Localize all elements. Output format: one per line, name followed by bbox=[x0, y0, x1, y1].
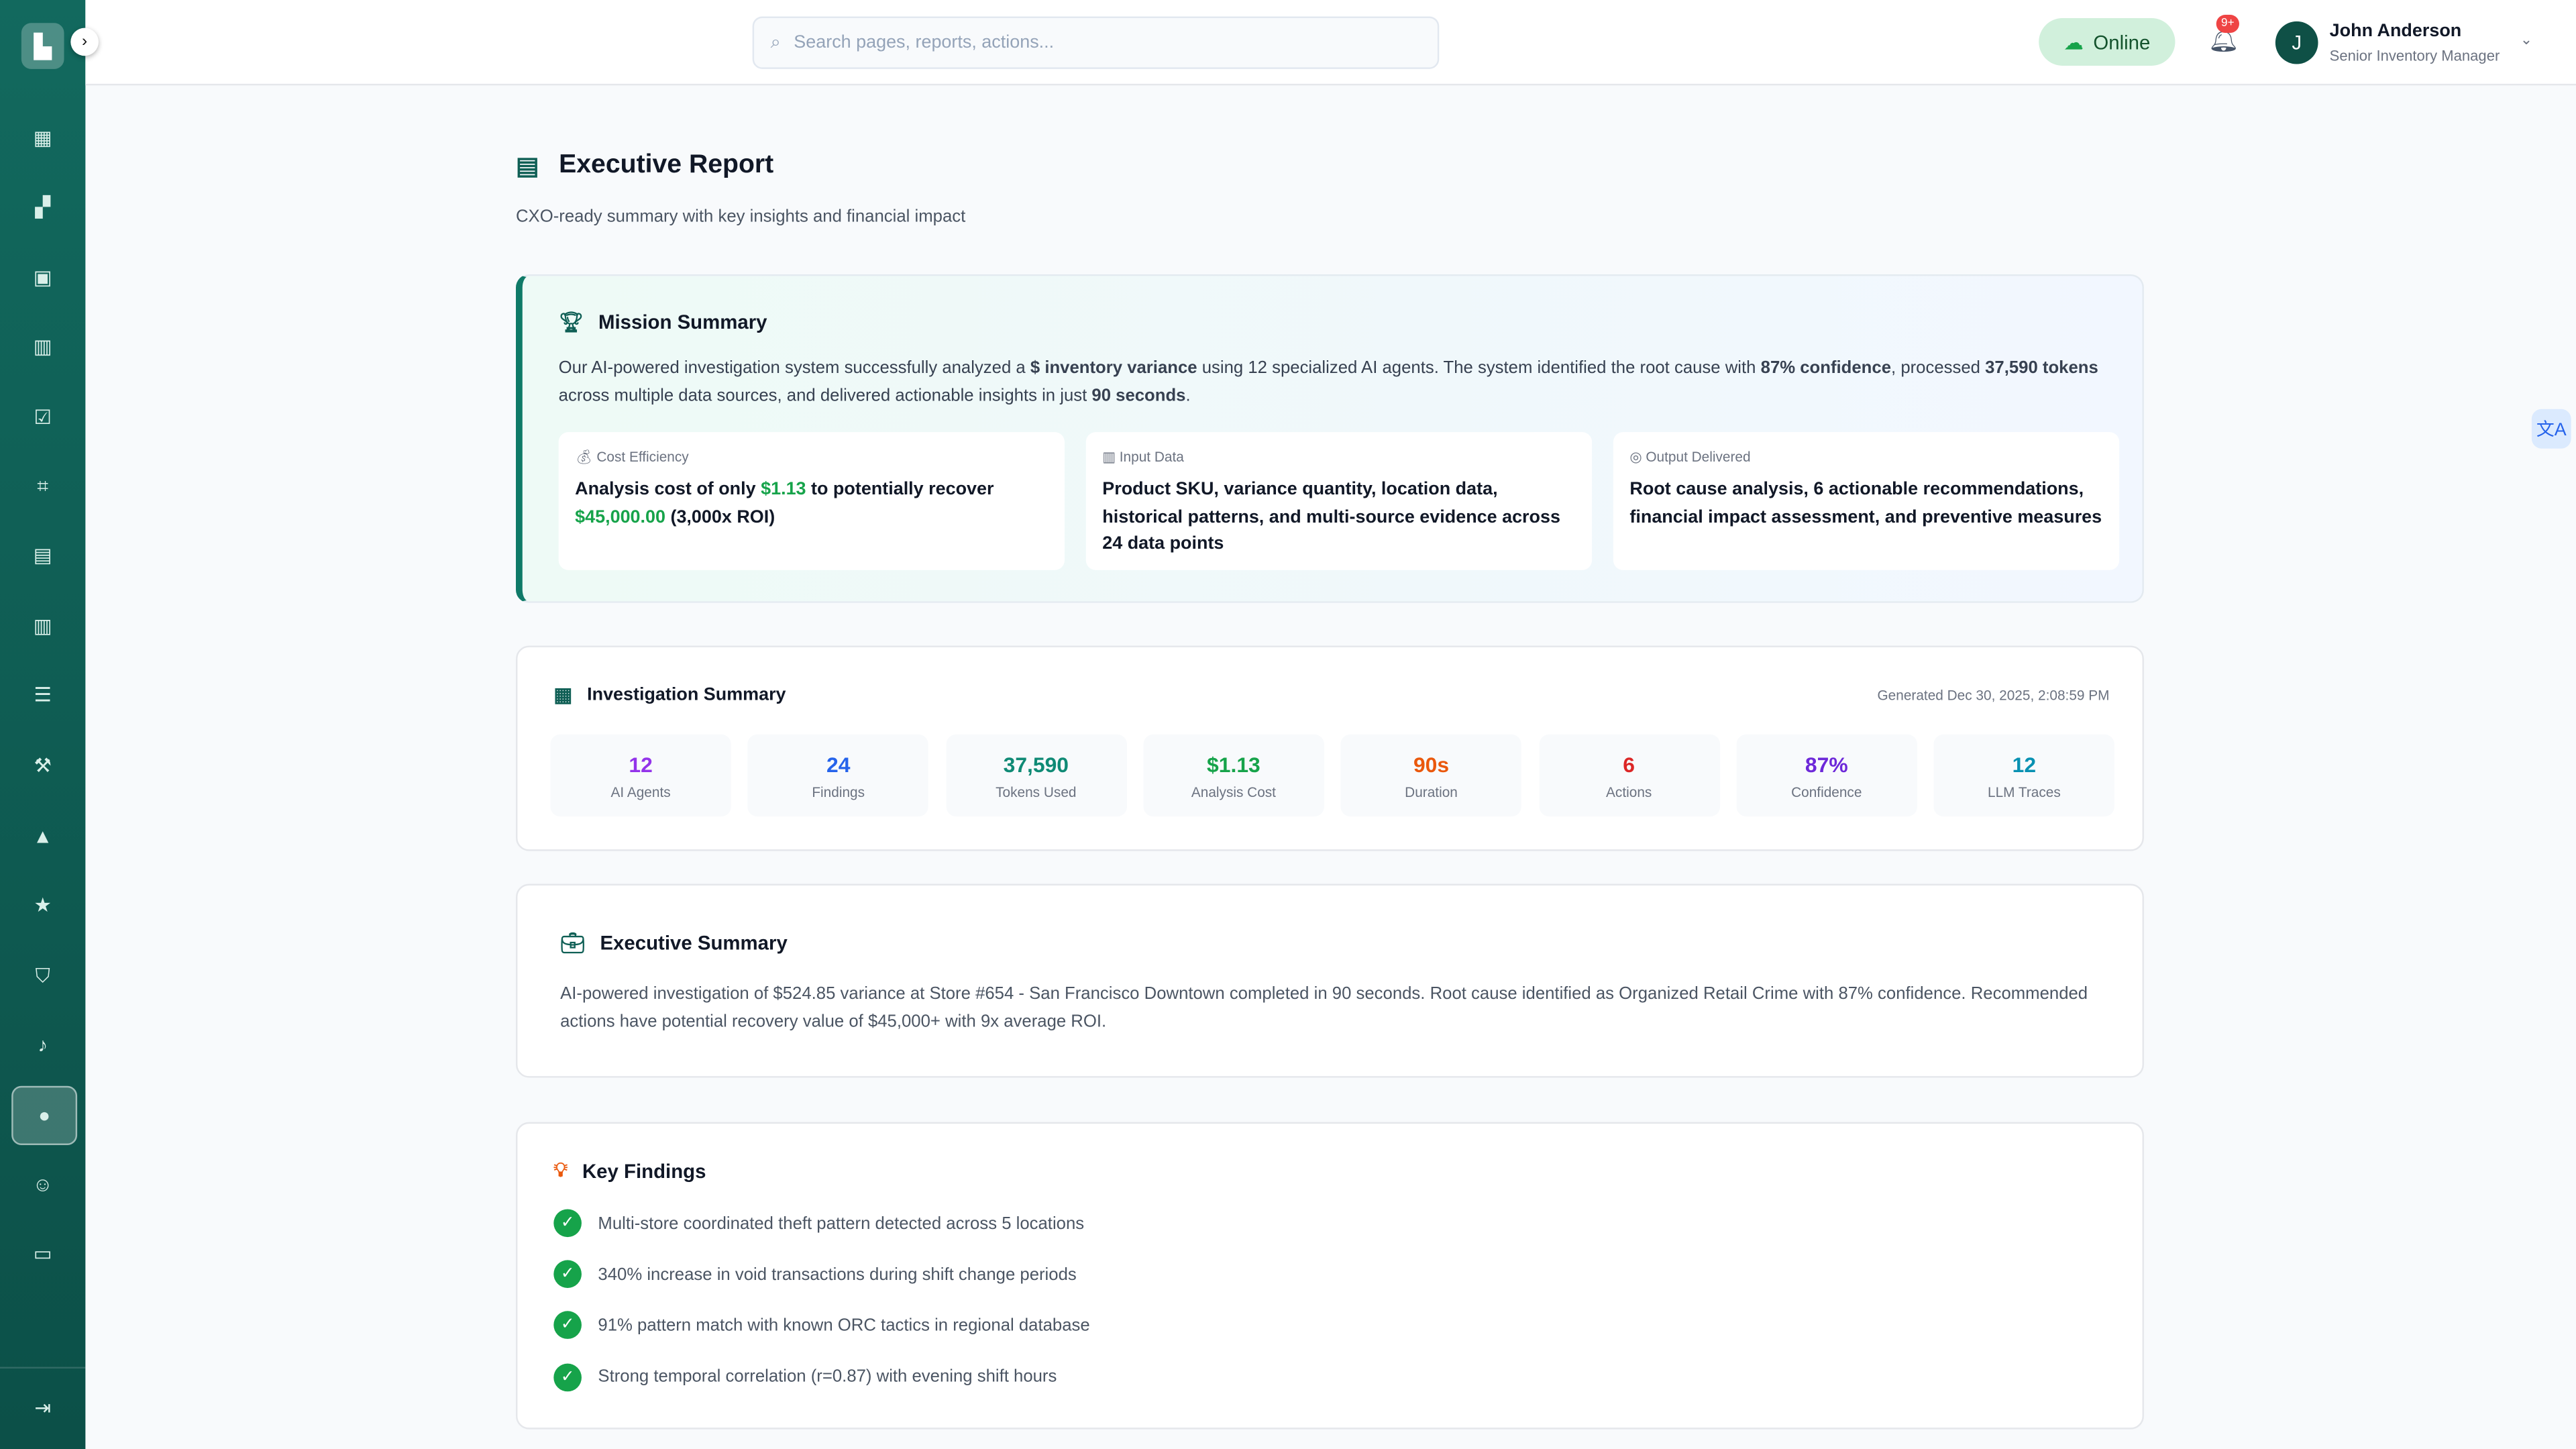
money-bag-icon: 💰︎ bbox=[575, 448, 597, 466]
sidebar-item-chart[interactable]: ▥ bbox=[33, 614, 52, 638]
sidebar-item-warning[interactable]: ▲ bbox=[33, 824, 53, 848]
sidebar-item-shield[interactable]: ⛉ bbox=[35, 963, 50, 987]
search-input[interactable]: ⌕ Search pages, reports, actions... bbox=[752, 16, 1440, 69]
stat-label: Duration bbox=[1405, 784, 1458, 800]
mission-summary-card: 🏆︎ Mission Summary Our AI-powered investi… bbox=[515, 274, 2144, 603]
investigation-summary-heading: ▦ Investigation Summary bbox=[553, 683, 786, 707]
user-role: Senior Inventory Manager bbox=[2329, 48, 2500, 64]
stat-label: Findings bbox=[812, 784, 865, 800]
generated-timestamp: Generated Dec 30, 2025, 2:08:59 PM bbox=[1877, 686, 2110, 704]
sidebar-item-building[interactable]: ▥ bbox=[33, 335, 52, 358]
stat-value: 12 bbox=[2012, 752, 2037, 777]
chart-icon: ▥ bbox=[1102, 448, 1120, 466]
stat-value: 24 bbox=[826, 752, 851, 777]
stat-label: Analysis Cost bbox=[1191, 784, 1276, 800]
investigation-summary-card: ▦ Investigation Summary Generated Dec 30,… bbox=[515, 645, 2144, 851]
finding-item: ✓ Strong temporal correlation (r=0.87) wi… bbox=[553, 1362, 1057, 1391]
stat-label: LLM Traces bbox=[1988, 784, 2061, 800]
logout-button[interactable]: ⇥ bbox=[34, 1396, 51, 1419]
stat-value: 37,590 bbox=[1003, 752, 1069, 777]
stat-label: Confidence bbox=[1791, 784, 1862, 800]
check-circle-icon: ✓ bbox=[553, 1362, 582, 1391]
translate-icon[interactable]: 文A bbox=[2531, 409, 2571, 449]
stat-label: AI Agents bbox=[610, 784, 671, 800]
stat-label: Actions bbox=[1606, 784, 1652, 800]
check-circle-icon: ✓ bbox=[553, 1209, 582, 1238]
stat-value: 12 bbox=[629, 752, 653, 777]
briefcase-icon: 💼︎ bbox=[560, 931, 586, 955]
logo-icon[interactable]: ▙ bbox=[21, 23, 64, 69]
executive-summary-card: 💼︎ Executive Summary AI-powered investiga… bbox=[515, 883, 2144, 1078]
avatar[interactable]: J bbox=[2275, 21, 2318, 64]
stat-confidence: 87% Confidence bbox=[1736, 734, 1917, 817]
bar-chart-icon: ▦ bbox=[553, 683, 573, 707]
sidebar-item-lightbulb[interactable]: ● bbox=[11, 1085, 78, 1145]
stat-analysis-cost: $1.13 Analysis Cost bbox=[1143, 734, 1324, 817]
sidebar-item-star[interactable]: ★ bbox=[34, 894, 52, 917]
sidebar-item-calendar[interactable]: ▣ bbox=[33, 266, 52, 290]
stat-ai-agents: 12 AI Agents bbox=[550, 734, 731, 817]
stat-findings: 24 Findings bbox=[748, 734, 929, 817]
mission-text: Our AI-powered investigation system succ… bbox=[558, 358, 2098, 405]
stat-tokens-used: 37,590 Tokens Used bbox=[945, 734, 1127, 817]
page-subtitle: CXO-ready summary with key insights and … bbox=[515, 207, 966, 227]
stat-value: $1.13 bbox=[1207, 752, 1260, 777]
divider bbox=[0, 1366, 86, 1369]
stat-duration: 90s Duration bbox=[1340, 734, 1522, 817]
executive-summary-text: AI-powered investigation of $524.85 vari… bbox=[560, 983, 2088, 1031]
key-findings-heading: 💡︎ Key Findings bbox=[553, 1158, 706, 1183]
finding-item: ✓ Multi-store coordinated theft pattern d… bbox=[553, 1209, 1084, 1238]
lightbulb-icon: 💡︎ bbox=[553, 1158, 568, 1181]
sidebar-item-grid[interactable]: ▞ bbox=[35, 195, 50, 219]
stat-actions: 6 Actions bbox=[1538, 734, 1719, 817]
sidebar-item-monitor[interactable]: ▭ bbox=[33, 1242, 52, 1265]
sidebar-item-scan[interactable]: ⌗ bbox=[37, 474, 48, 497]
chevron-down-icon[interactable]: ⌄ bbox=[2520, 31, 2533, 48]
finding-item: ✓ 340% increase in void transactions duri… bbox=[553, 1260, 1077, 1289]
sidebar-item-gavel[interactable]: ⚒ bbox=[34, 754, 52, 777]
notification-count: 9+ bbox=[2216, 15, 2239, 33]
sidebar-item-bell[interactable]: ♪ bbox=[38, 1033, 48, 1057]
output-delivered-box: ◎ Output Delivered Root cause analysis, 6… bbox=[1613, 432, 2120, 570]
expand-sidebar-button[interactable]: › bbox=[70, 28, 99, 56]
stat-value: 6 bbox=[1623, 752, 1635, 777]
finding-item: ✓ 91% pattern match with known ORC tactic… bbox=[553, 1311, 1090, 1340]
sidebar-item-report[interactable]: ▤ bbox=[33, 543, 52, 567]
cloud-check-icon: ☁ bbox=[2063, 30, 2084, 54]
sidebar-item-table[interactable]: ☰ bbox=[34, 683, 52, 707]
sidebar-item-dashboard[interactable]: ▦ bbox=[33, 126, 52, 150]
user-name[interactable]: John Anderson bbox=[2329, 21, 2462, 42]
trophy-icon: 🏆︎ bbox=[558, 310, 584, 334]
executive-summary-heading: 💼︎ Executive Summary bbox=[560, 931, 788, 955]
sidebar-item-checklist[interactable]: ☑ bbox=[34, 405, 52, 429]
cost-efficiency-box: 💰︎ Cost Efficiency Analysis cost of only … bbox=[558, 432, 1065, 570]
stat-value: 90s bbox=[1413, 752, 1450, 777]
mission-summary-heading: 🏆︎ Mission Summary bbox=[558, 310, 767, 334]
input-data-box: ▥ Input Data Product SKU, variance quanti… bbox=[1085, 432, 1593, 570]
check-circle-icon: ✓ bbox=[553, 1260, 582, 1289]
key-findings-card: 💡︎ Key Findings ✓ Multi-store coordinated … bbox=[515, 1122, 2144, 1430]
stat-label: Tokens Used bbox=[996, 784, 1077, 800]
search-icon: ⌕ bbox=[770, 32, 781, 52]
report-icon: ▤ bbox=[515, 152, 539, 181]
sidebar-item-robot[interactable]: ☺ bbox=[32, 1173, 53, 1196]
check-circle-icon: ✓ bbox=[553, 1311, 582, 1340]
status-badge: ☁ Online bbox=[2039, 17, 2176, 66]
topbar: ⌕ Search pages, reports, actions... ☁ Onli… bbox=[85, 0, 2576, 86]
sidebar: ▙ ▦ ▞ ▣ ▥ ☑ ⌗ ▤ ▥ ☰ ⚒ ▲ ★ ⛉ ♪ ● ☺ ▭ ⇥ bbox=[0, 0, 86, 1449]
target-icon: ◎ bbox=[1629, 448, 1646, 466]
stat-llm-traces: 12 LLM Traces bbox=[1933, 734, 2115, 817]
page-title: ▤ Executive Report bbox=[515, 151, 774, 181]
stat-value: 87% bbox=[1805, 752, 1848, 777]
